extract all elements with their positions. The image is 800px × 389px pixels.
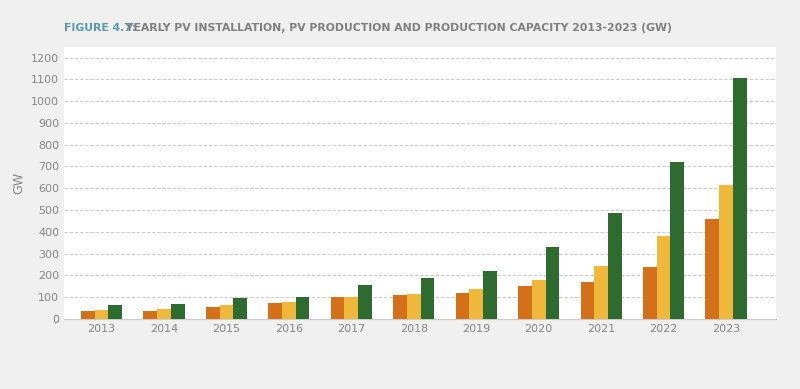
Bar <box>470 289 483 319</box>
Bar <box>670 162 684 319</box>
Bar <box>219 305 234 319</box>
Bar <box>483 272 497 319</box>
Bar <box>330 297 345 319</box>
Bar <box>608 213 622 319</box>
Bar <box>706 219 719 319</box>
Bar <box>171 304 185 319</box>
Bar <box>407 294 421 319</box>
Bar <box>643 267 657 319</box>
Bar <box>143 311 157 319</box>
Bar <box>81 311 94 319</box>
Bar <box>657 236 670 319</box>
Bar <box>594 266 608 319</box>
Bar <box>546 247 559 319</box>
Bar <box>234 298 247 319</box>
Bar <box>518 286 532 319</box>
Bar <box>456 293 470 319</box>
Bar <box>282 301 296 319</box>
Bar <box>345 296 358 319</box>
Bar <box>296 296 310 319</box>
Bar <box>108 305 122 319</box>
Bar <box>94 310 108 319</box>
Bar <box>393 295 407 319</box>
Bar <box>358 285 372 319</box>
Bar <box>206 307 219 319</box>
Text: YEARLY PV INSTALLATION, PV PRODUCTION AND PRODUCTION CAPACITY 2013-2023 (GW): YEARLY PV INSTALLATION, PV PRODUCTION AN… <box>122 23 671 33</box>
Bar <box>733 78 746 319</box>
Text: FIGURE 4.7:: FIGURE 4.7: <box>64 23 137 33</box>
Y-axis label: GW: GW <box>13 172 26 194</box>
Bar <box>581 282 594 319</box>
Bar <box>421 278 434 319</box>
Bar <box>719 185 733 319</box>
Bar <box>157 308 170 319</box>
Bar <box>532 280 546 319</box>
Bar <box>268 303 282 319</box>
